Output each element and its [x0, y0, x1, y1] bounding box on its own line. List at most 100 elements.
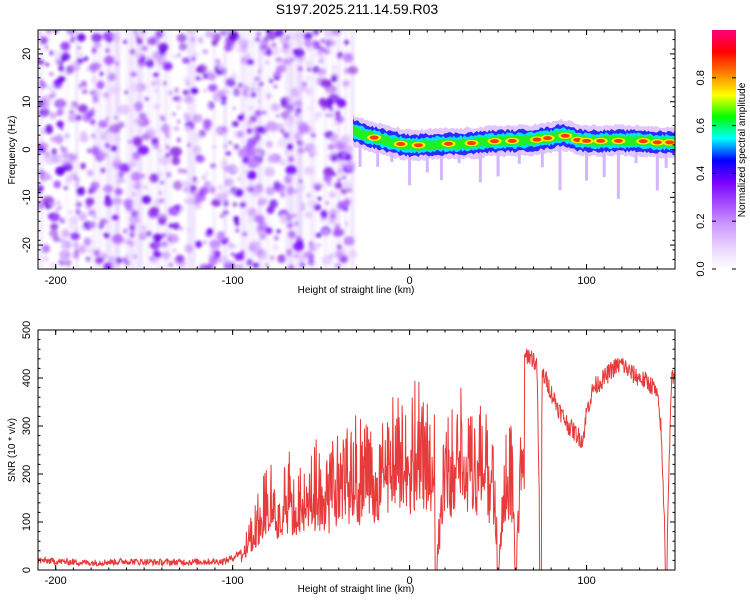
noise-blob: [92, 134, 99, 142]
noise-blob: [152, 233, 163, 242]
colorbar-gradient: [712, 30, 736, 269]
noise-blob: [192, 145, 202, 154]
noise-blob: [224, 178, 234, 187]
noise-blob: [262, 110, 267, 115]
signal-peak-core: [582, 138, 592, 143]
noise-streak: [109, 30, 111, 269]
x-tick-label: 0: [407, 275, 413, 287]
noise-blob: [339, 172, 343, 176]
noise-blob: [305, 76, 310, 81]
noise-blob: [292, 49, 299, 54]
noise-streak: [267, 30, 270, 269]
noise-blob: [96, 127, 102, 134]
noise-blob: [103, 232, 108, 237]
noise-blob: [250, 91, 257, 98]
noise-blob: [211, 34, 218, 40]
noise-blob: [246, 208, 257, 217]
noise-blob: [340, 187, 348, 195]
noise-blob: [98, 120, 108, 129]
noise-blob: [236, 130, 244, 138]
noise-blob: [175, 254, 185, 264]
noise-blob: [93, 214, 97, 219]
y-tick-label: 400: [21, 369, 33, 387]
noise-blob: [153, 103, 161, 110]
noise-blob: [48, 211, 60, 222]
noise-blob: [222, 210, 230, 216]
noise-blob: [294, 107, 302, 115]
noise-blob: [89, 63, 98, 73]
noise-blob: [49, 229, 59, 238]
noise-blob: [54, 134, 64, 145]
noise-blob: [273, 84, 278, 89]
noise-blob: [139, 224, 147, 231]
noise-blob: [224, 43, 232, 53]
noise-blob: [293, 253, 299, 258]
noise-blob: [42, 195, 55, 206]
noise-blob: [38, 107, 51, 117]
noise-blob: [70, 105, 75, 109]
noise-blob: [60, 69, 64, 73]
noise-streak: [106, 30, 110, 269]
noise-blob: [117, 121, 125, 129]
noise-blob: [254, 183, 264, 193]
noise-blob: [323, 173, 332, 183]
noise-blob: [172, 248, 177, 253]
noise-blob: [73, 227, 79, 232]
noise-blob: [297, 147, 305, 154]
noise-blob: [39, 36, 48, 45]
noise-blob: [69, 109, 75, 114]
noise-blob: [105, 48, 109, 53]
noise-blob: [242, 156, 250, 164]
noise-blob: [154, 250, 159, 255]
noise-blob: [128, 82, 141, 92]
noise-blob: [317, 68, 327, 76]
spectrogram-ylabel: Frequency (Hz): [7, 116, 18, 185]
noise-blob: [344, 153, 352, 162]
noise-blob: [54, 98, 67, 109]
noise-blob: [41, 244, 51, 254]
noise-blob: [133, 254, 137, 259]
noise-blob: [203, 240, 207, 244]
noise-blob: [165, 144, 170, 150]
noise-blob: [99, 71, 104, 77]
noise-blob: [114, 188, 123, 196]
noise-blob: [314, 185, 322, 192]
noise-blob: [255, 214, 262, 221]
noise-blob: [196, 65, 204, 73]
noise-blob: [86, 169, 94, 177]
noise-blob: [240, 56, 251, 65]
noise-blob: [239, 201, 247, 208]
noise-blob: [269, 78, 274, 84]
noise-blob: [131, 171, 142, 182]
noise-blob: [245, 186, 252, 192]
noise-blob: [90, 76, 98, 84]
noise-streak: [324, 30, 328, 269]
noise-blob: [326, 222, 330, 226]
noise-blob: [316, 51, 323, 57]
noise-blob: [111, 33, 121, 43]
noise-blob: [275, 56, 283, 63]
noise-blob: [141, 30, 146, 35]
noise-blob: [308, 152, 316, 158]
noise-blob: [87, 210, 94, 216]
noise-blob: [290, 57, 295, 62]
noise-blob: [149, 206, 160, 216]
noise-blob: [303, 38, 312, 48]
noise-blob: [210, 200, 218, 206]
noise-blob: [67, 154, 76, 164]
noise-blob: [63, 162, 74, 172]
noise-blob: [157, 148, 163, 153]
noise-blob: [347, 249, 358, 259]
noise-blob: [93, 249, 101, 257]
noise-blob: [90, 119, 96, 125]
noise-blob: [174, 87, 180, 94]
noise-streak: [272, 30, 274, 269]
noise-streak: [223, 30, 226, 269]
noise-blob: [315, 232, 322, 238]
noise-blob: [219, 213, 225, 219]
noise-blob: [247, 158, 259, 169]
noise-blob: [304, 211, 313, 219]
noise-blob: [112, 233, 124, 244]
noise-blob: [292, 241, 305, 252]
noise-blob: [185, 81, 190, 86]
